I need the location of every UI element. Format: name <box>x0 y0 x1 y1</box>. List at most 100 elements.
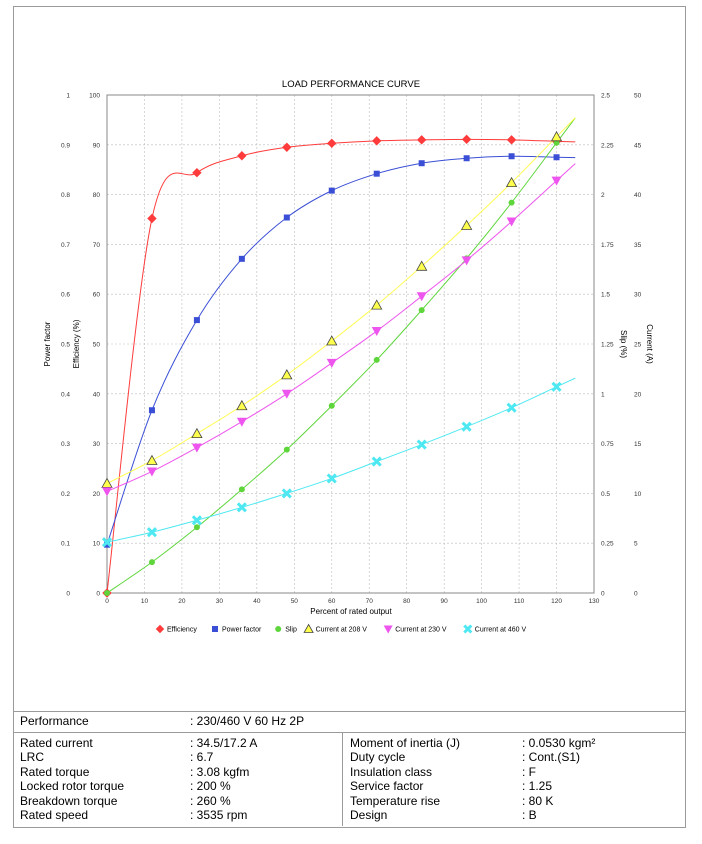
efficiency-legend-marker <box>155 624 165 634</box>
current-at-460-v-point <box>281 488 292 499</box>
spec-value: : 0.0530 kgm² <box>522 736 596 750</box>
slip-legend-label: Slip <box>285 627 297 634</box>
current-at-230-v-line <box>106 163 576 492</box>
efficiency-tick-label: 90 <box>93 142 101 149</box>
spec-value: : B <box>522 808 537 822</box>
spec-value: : F <box>522 764 536 779</box>
x-tick-label: 40 <box>253 598 261 605</box>
spec-value: : 200 % <box>190 779 231 794</box>
efficiency-tick-label: 50 <box>93 342 101 349</box>
current-at-460-v-legend-label: Current at 460 V <box>475 627 527 634</box>
spec-value: : 80 K <box>522 793 554 808</box>
current-at-208-v-legend-label: Current at 208 V <box>316 627 368 634</box>
current-at-208-v-point <box>550 131 563 142</box>
power-factor-point <box>193 317 200 324</box>
x-tick-label: 130 <box>589 598 600 605</box>
specification-table: Performance : 230/460 V 60 Hz 2P Rated c… <box>14 711 685 826</box>
slip-point <box>193 524 200 531</box>
power-factor-line <box>106 155 576 545</box>
current-tick-label: 15 <box>634 441 642 448</box>
spec-label: Rated current <box>20 736 93 750</box>
slip-tick-label: 0.25 <box>601 541 614 548</box>
power-factor-tick-label: 0.1 <box>61 541 70 548</box>
power-factor-tick-label: 0.7 <box>61 242 70 249</box>
current-at-460-v-line <box>106 377 576 543</box>
efficiency-point <box>237 151 247 161</box>
slip-tick-label: 1.25 <box>601 342 614 349</box>
chart-title: LOAD PERFORMANCE CURVE <box>282 79 420 90</box>
performance-row: Performance : 230/460 V 60 Hz 2P <box>20 714 680 729</box>
power-factor-point <box>463 155 470 162</box>
current-tick-label: 10 <box>634 491 642 498</box>
plot-area-border <box>106 94 595 594</box>
efficiency-point <box>416 135 427 145</box>
current-tick-label: 50 <box>634 93 642 100</box>
current-at-230-v-point <box>371 327 382 337</box>
spec-value: : 3535 rpm <box>190 808 248 822</box>
power-factor-tick-label: 1 <box>66 93 70 100</box>
efficiency-axis-label: Efficiency (%) <box>72 319 81 368</box>
slip-tick-label: 2 <box>601 192 605 199</box>
current-at-460-v-point <box>551 381 562 392</box>
slip-point <box>553 139 560 146</box>
current-at-460-v-legend-marker <box>463 624 473 634</box>
current-at-208-v-point <box>415 260 428 271</box>
current-at-230-v-point <box>506 217 517 227</box>
x-tick-label: 60 <box>328 598 336 605</box>
spec-label: Design <box>350 808 388 822</box>
current-at-230-v-point <box>236 417 247 427</box>
current-at-208-v-legend-marker <box>303 623 314 633</box>
efficiency-tick-label: 0 <box>96 591 100 598</box>
spec-label: LRC <box>20 750 45 765</box>
power-factor-legend-marker <box>212 626 218 632</box>
current-at-230-v-point <box>416 292 427 302</box>
x-tick-label: 10 <box>141 598 149 605</box>
current-tick-label: 25 <box>634 342 642 349</box>
power-factor-tick-label: 0.4 <box>61 391 70 398</box>
slip-point <box>508 199 515 206</box>
current-tick-label: 20 <box>634 391 642 398</box>
x-tick-label: 20 <box>178 598 186 605</box>
legend: Efficiency Power factor Slip Current at 208… <box>155 623 527 634</box>
spec-value: : 260 % <box>190 793 231 808</box>
slip-point <box>328 402 335 409</box>
efficiency-point <box>327 138 337 149</box>
power-factor-tick-label: 0.8 <box>61 192 70 199</box>
efficiency-tick-label: 40 <box>93 391 101 398</box>
current-tick-label: 45 <box>634 142 642 149</box>
x-tick-label: 110 <box>514 598 525 605</box>
current-at-230-v-point <box>102 487 112 497</box>
current-at-460-v-point <box>146 527 158 538</box>
x-tick-label: 70 <box>366 598 374 605</box>
spec-value: : Cont.(S1) <box>522 750 581 765</box>
current-at-460-v-point <box>101 537 113 548</box>
load-performance-chart: LOAD PERFORMANCE CURVE 0 10 20 30 40 50 60 70 80… <box>43 79 654 634</box>
spec-label: Breakdown torque <box>20 793 118 808</box>
grid-lines <box>107 95 594 593</box>
x-tick-label: 90 <box>441 598 449 605</box>
efficiency-point <box>506 135 517 145</box>
current-at-230-v-point <box>461 256 472 266</box>
slip-point <box>373 356 380 363</box>
slip-tick-label: 0 <box>601 591 605 598</box>
efficiency-tick-label: 60 <box>93 292 101 299</box>
current-at-230-v-point <box>326 358 337 368</box>
slip-point <box>418 307 425 314</box>
power-factor-tick-label: 0.9 <box>61 142 70 149</box>
performance-label: Performance <box>20 714 89 728</box>
x-tick-label: 80 <box>403 598 411 605</box>
series-group <box>101 117 576 598</box>
current-tick-label: 30 <box>634 292 642 299</box>
current-at-460-v-point <box>326 473 337 484</box>
power-factor-tick-label: 0.6 <box>61 292 70 299</box>
spec-value: : 34.5/17.2 A <box>190 736 258 750</box>
power-factor-tick-label: 0.2 <box>61 491 70 498</box>
spec-label: Rated speed <box>20 808 89 822</box>
current-at-460-v-point <box>371 456 382 467</box>
spec-value: : 1.25 <box>522 779 553 794</box>
power-factor-point <box>553 154 560 161</box>
slip-point <box>148 559 155 566</box>
current-at-230-v-point <box>551 176 562 186</box>
power-factor-point <box>373 170 380 177</box>
current-at-208-v-point <box>460 219 473 230</box>
